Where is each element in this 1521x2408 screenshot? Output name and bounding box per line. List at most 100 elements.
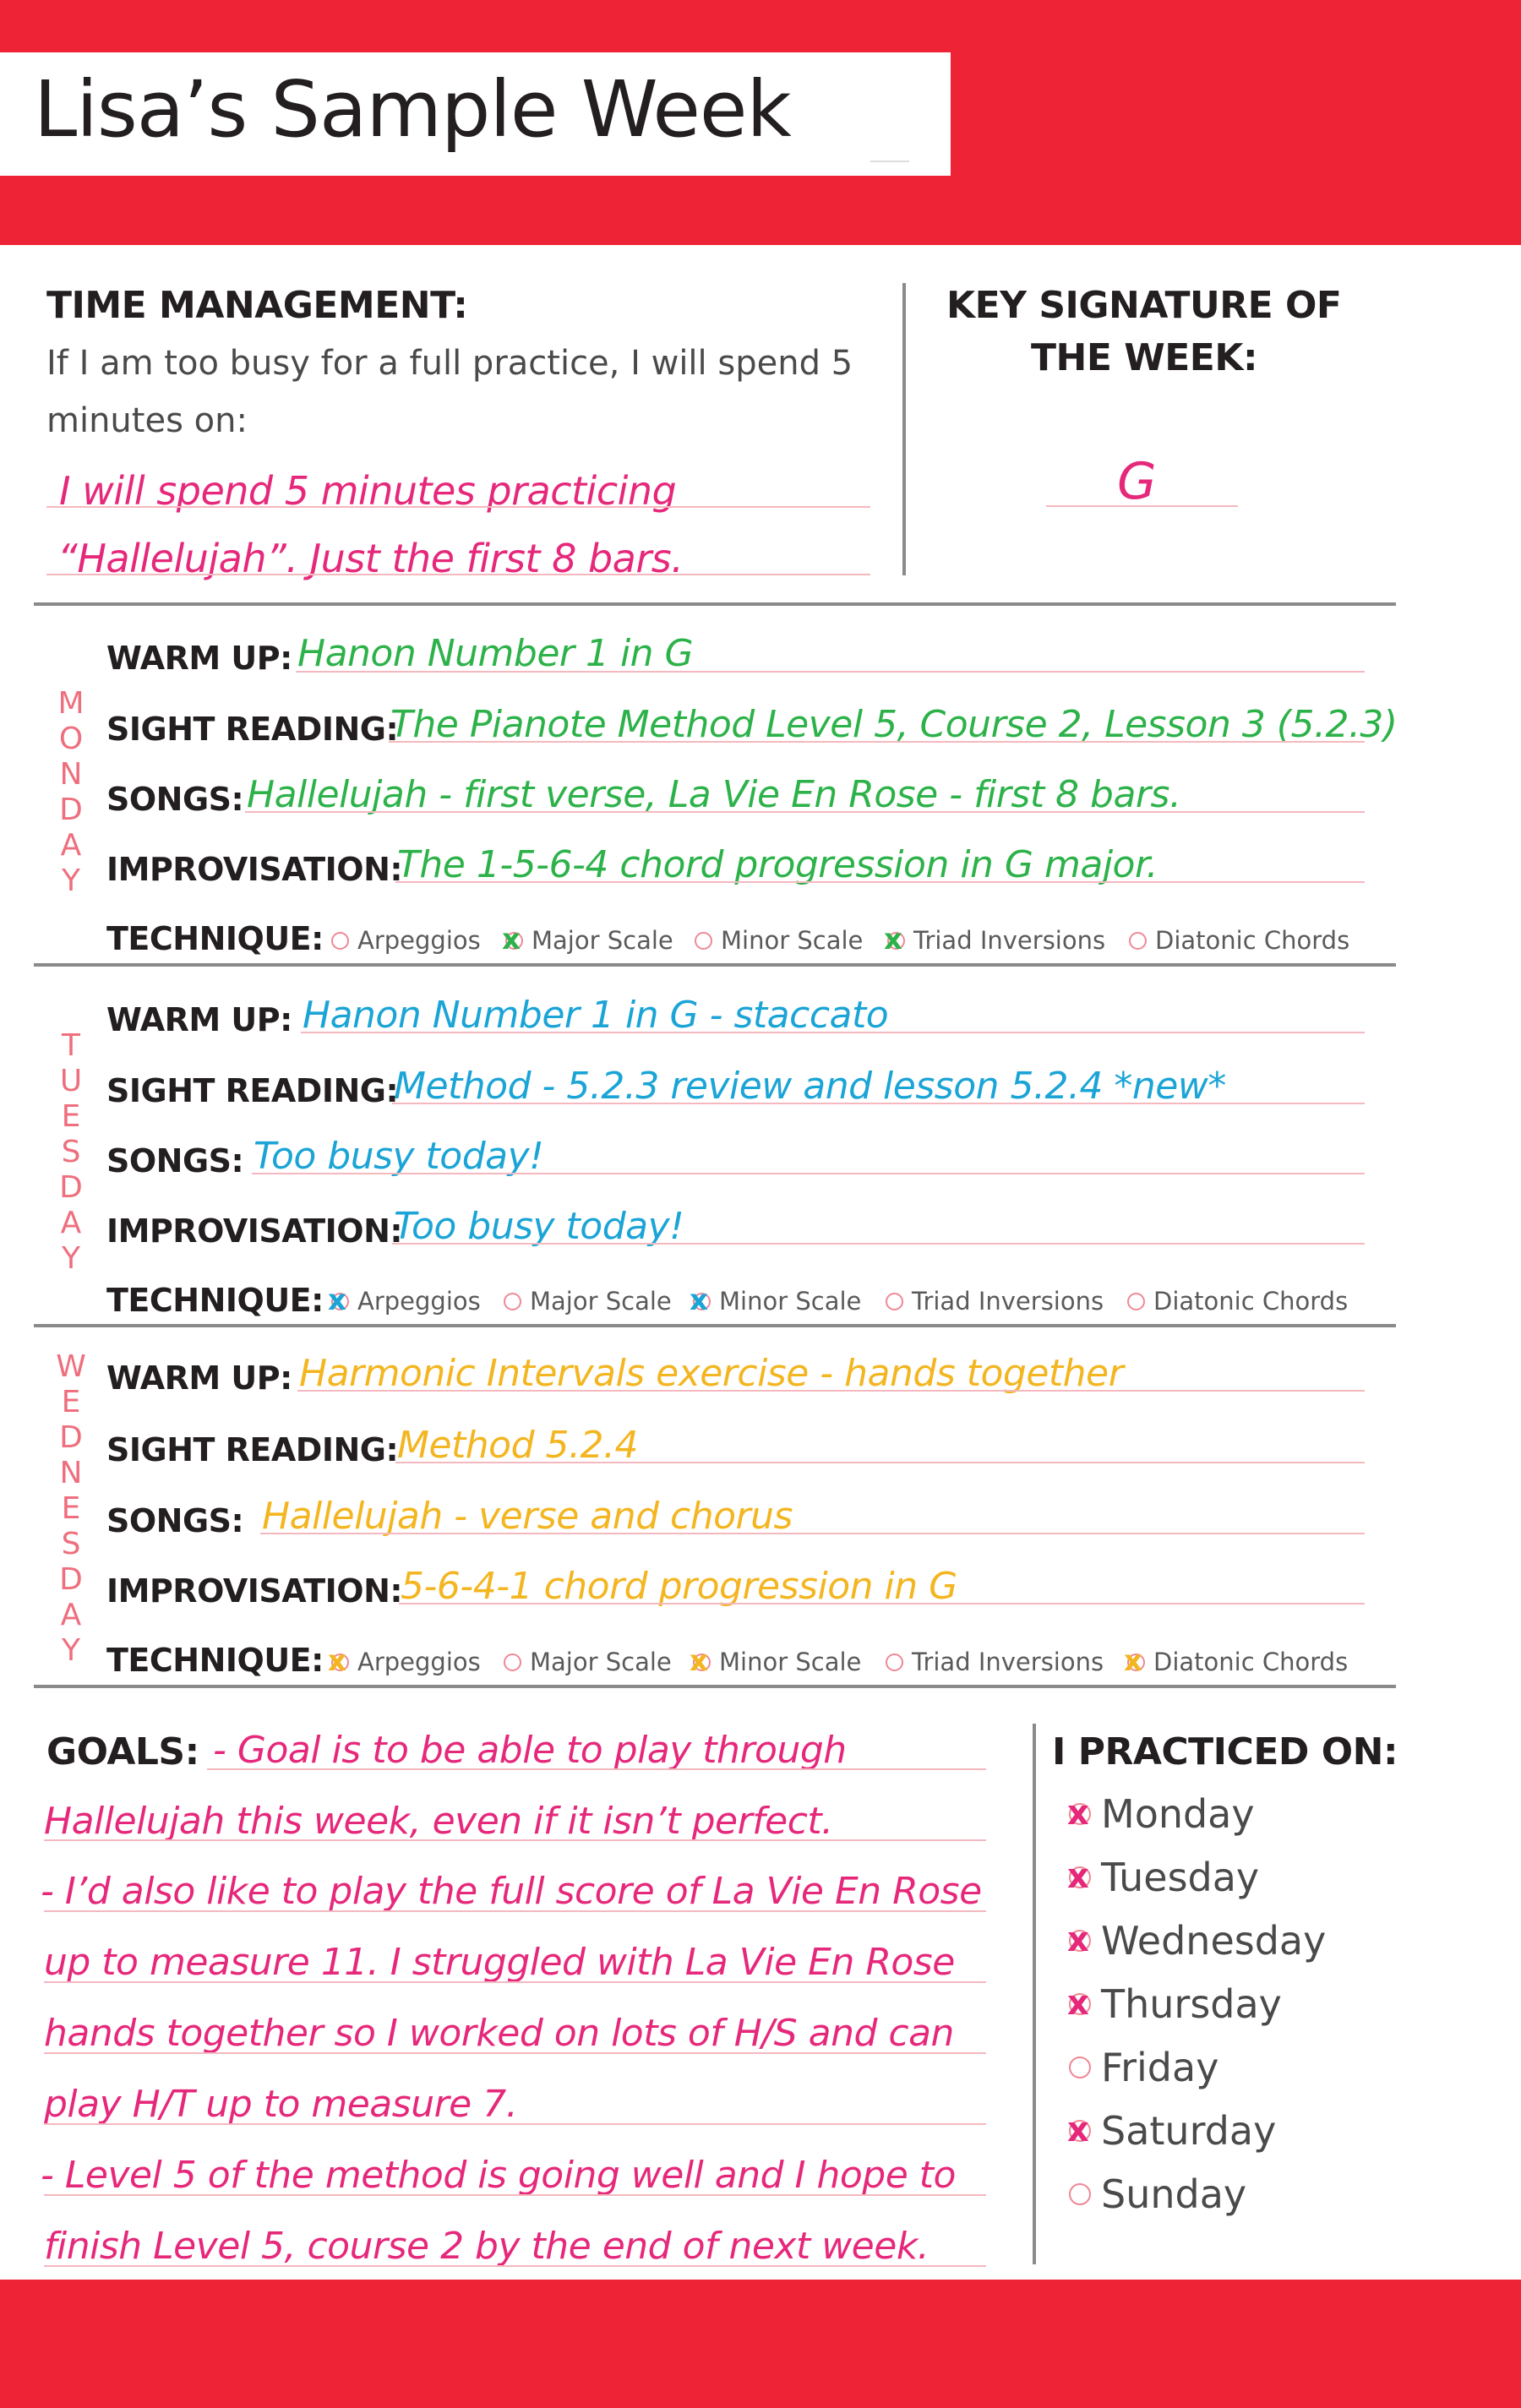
monday-sight-reading-rule (389, 741, 1365, 743)
practiced-monday[interactable]: x Monday (1067, 1791, 1255, 1837)
tuesday-technique-label: TECHNIQUE: (106, 1282, 324, 1319)
monday-technique-minor-scale[interactable]: Minor Scale (695, 929, 863, 953)
goals-line-8: finish Level 5, course 2 by the end of n… (44, 2225, 930, 2268)
practiced-wednesday[interactable]: x Wednesday (1067, 1918, 1327, 1964)
wednesday-warm-up-label: WARM UP: (106, 1359, 292, 1397)
check-x-icon: x (328, 1644, 346, 1678)
practiced-sunday[interactable]: Sunday (1069, 2175, 1246, 2214)
check-x-icon: x (1067, 2111, 1089, 2149)
title-underline (870, 161, 909, 162)
monday-technique-major-scale[interactable]: x Major Scale (502, 923, 673, 956)
check-x-icon: x (1124, 1644, 1142, 1678)
goals-line-3: - I’d also like to play the full score o… (41, 1870, 982, 1913)
time-management-answer-line2: “Hallelujah”. Just the first 8 bars. (57, 536, 684, 581)
checkbox-circle-icon (1069, 2057, 1091, 2078)
practiced-saturday[interactable]: x Saturday (1067, 2108, 1277, 2154)
wednesday-technique-triad-inversions[interactable]: Triad Inversions (886, 1650, 1104, 1675)
check-x-icon: x (884, 923, 902, 956)
page-title: Lisa’s Sample Week (34, 64, 792, 155)
wednesday-technique-major-scale[interactable]: Major Scale (504, 1650, 672, 1675)
checkbox-circle-icon: x (1067, 1860, 1091, 1893)
checkbox-circle-icon: x (1067, 1986, 1091, 2020)
monday-songs-value: Hallelujah - first verse, La Vie En Rose… (247, 773, 1181, 816)
check-x-icon: x (690, 1644, 708, 1678)
goals-rule-4 (44, 1981, 986, 1983)
checkbox-circle-icon: x (690, 1286, 711, 1315)
tuesday-warm-up-label: WARM UP: (106, 1001, 292, 1038)
wednesday-warm-up-rule (297, 1390, 1365, 1392)
day-divider (34, 963, 1396, 967)
tuesday-improvisation-value: Too busy today! (394, 1205, 684, 1248)
monday-sight-reading-value: The Pianote Method Level 5, Course 2, Le… (390, 703, 1398, 746)
goals-rule-2 (44, 1839, 986, 1841)
check-x-icon: x (1067, 1857, 1089, 1896)
monday-songs-rule (245, 811, 1365, 813)
tuesday-technique-triad-inversions[interactable]: Triad Inversions (886, 1289, 1104, 1314)
practiced-friday[interactable]: Friday (1069, 2048, 1218, 2087)
key-signature-value: G (1117, 452, 1157, 511)
monday-technique-label: TECHNIQUE: (106, 920, 324, 957)
monday-technique-triad-inversions[interactable]: x Triad Inversions (884, 923, 1106, 956)
day-divider (34, 1324, 1396, 1327)
check-x-icon: x (328, 1283, 346, 1317)
wednesday-improvisation-rule (399, 1603, 1365, 1604)
tuesday-songs-label: SONGS: (106, 1142, 244, 1179)
checkbox-circle-icon (886, 1653, 903, 1671)
goals-rule-5 (44, 2052, 986, 2054)
goals-line-6: play H/T up to measure 7. (44, 2083, 518, 2126)
answer-line-rule-1 (46, 506, 870, 508)
key-signature-rule (1046, 505, 1238, 507)
tuesday-technique-minor-scale[interactable]: x Minor Scale (690, 1283, 862, 1317)
tuesday-songs-value: Too busy today! (254, 1135, 544, 1178)
monday-improvisation-label: IMPROVISATION: (106, 851, 403, 888)
monday-technique-arpeggios[interactable]: Arpeggios (331, 929, 481, 953)
time-management-prompt-line1: If I am too busy for a full practice, I … (46, 344, 853, 383)
checkbox-circle-icon: x (328, 1647, 349, 1675)
wednesday-technique-minor-scale[interactable]: x Minor Scale (690, 1644, 862, 1678)
tuesday-sight-reading-rule (392, 1103, 1365, 1104)
tuesday-technique-diatonic-chords[interactable]: Diatonic Chords (1127, 1289, 1348, 1314)
section-divider (34, 602, 1396, 606)
wednesday-improvisation-label: IMPROVISATION: (106, 1572, 403, 1610)
goals-line-4: up to measure 11. I struggled with La Vi… (44, 1941, 955, 1984)
footer-band (0, 2280, 1521, 2408)
goals-divider-vertical (1033, 1724, 1036, 2264)
checkbox-circle-icon (1127, 1293, 1145, 1310)
goals-line-2: Hallelujah this week, even if it isn’t p… (44, 1800, 833, 1843)
checkbox-circle-icon: x (1067, 1923, 1091, 1957)
wednesday-technique-diatonic-chords[interactable]: x Diatonic Chords (1124, 1644, 1349, 1678)
practiced-thursday[interactable]: x Thursday (1067, 1981, 1282, 2027)
tuesday-improvisation-rule (392, 1243, 1365, 1245)
wednesday-sight-reading-label: SIGHT READING: (106, 1431, 399, 1468)
key-signature-heading-line1: KEY SIGNATURE OF (946, 284, 1342, 327)
wednesday-songs-label: SONGS: (106, 1502, 244, 1539)
goals-line-7: - Level 5 of the method is going well an… (41, 2154, 956, 2197)
goals-rule-3 (44, 1910, 986, 1912)
checkbox-circle-icon: x (884, 925, 905, 954)
wednesday-sight-reading-value: Method 5.2.4 (397, 1424, 638, 1467)
tuesday-sight-reading-value: Method - 5.2.3 review and lesson 5.2.4 *… (394, 1065, 1226, 1108)
goals-rule-7 (44, 2194, 986, 2196)
practiced-tuesday[interactable]: x Tuesday (1067, 1855, 1260, 1900)
tuesday-technique-arpeggios[interactable]: x Arpeggios (328, 1283, 481, 1317)
monday-warm-up-label: WARM UP: (106, 640, 292, 677)
goals-rule-6 (44, 2123, 986, 2125)
checkbox-circle-icon (331, 932, 349, 950)
monday-warm-up-value: Hanon Number 1 in G (297, 632, 694, 675)
section-divider-vertical (902, 283, 906, 575)
goals-rule-8 (44, 2265, 986, 2267)
tuesday-warm-up-value: Hanon Number 1 in G - staccato (303, 994, 889, 1037)
monday-technique-diatonic-chords[interactable]: Diatonic Chords (1129, 929, 1349, 953)
wednesday-improvisation-value: 5-6-4-1 chord progression in G (401, 1565, 957, 1608)
check-x-icon: x (690, 1283, 708, 1317)
wednesday-songs-rule (260, 1533, 1365, 1534)
tuesday-technique-major-scale[interactable]: Major Scale (504, 1289, 672, 1314)
tuesday-warm-up-rule (301, 1032, 1365, 1033)
goals-line-1: - Goal is to be able to play through (213, 1729, 847, 1772)
wednesday-technique-arpeggios[interactable]: x Arpeggios (328, 1644, 481, 1678)
checkbox-circle-icon: x (1067, 2113, 1091, 2147)
tuesday-sight-reading-label: SIGHT READING: (106, 1072, 399, 1109)
wednesday-technique-label: TECHNIQUE: (106, 1642, 324, 1679)
practiced-heading: I PRACTICED ON: (1052, 1730, 1398, 1773)
